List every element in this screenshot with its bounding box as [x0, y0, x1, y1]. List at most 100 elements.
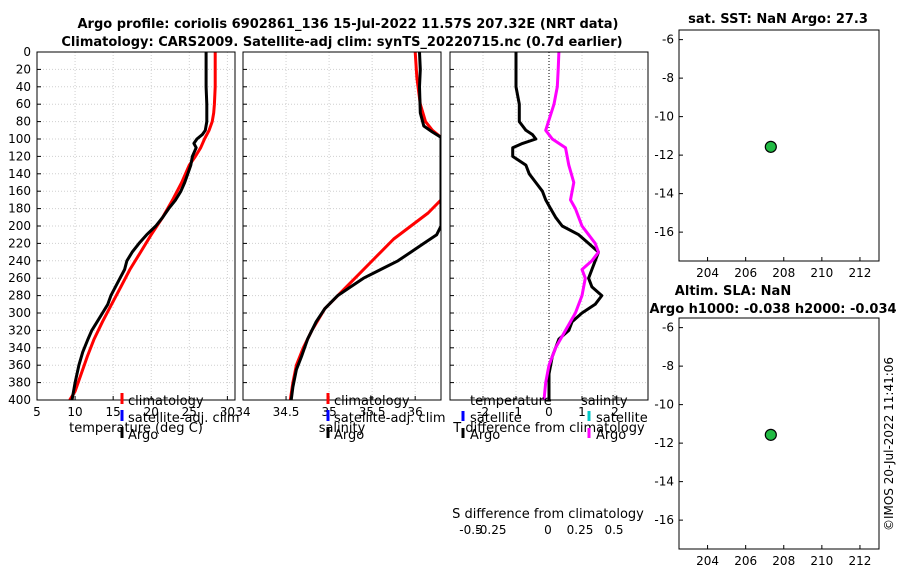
diff-s-tick-label: -0.5	[459, 523, 482, 537]
depth-tick-label: 260	[8, 271, 31, 285]
diff-s-tick-label: 0.5	[604, 523, 623, 537]
sst-xtick-label: 208	[772, 266, 795, 280]
depth-tick-label: 280	[8, 289, 31, 303]
temperature-legend-label: climatology	[128, 394, 204, 409]
depth-tick-label: 40	[16, 80, 31, 94]
sla-title-line2: Argo h1000: -0.038 h2000: -0.034	[649, 302, 896, 317]
depth-tick-label: 80	[16, 115, 31, 129]
sla-ytick-label: -14	[654, 475, 674, 489]
difference-frame	[449, 51, 649, 401]
depth-tick-label: 20	[16, 62, 31, 76]
salinity-xtick-label: 34.5	[273, 405, 300, 419]
temperature-xtick-label: 10	[67, 405, 82, 419]
salinity-series-argo	[289, 52, 441, 400]
depth-tick-label: 160	[8, 184, 31, 198]
difference-xlabel: T difference from climatology	[452, 421, 645, 436]
depth-tick-label: 200	[8, 219, 31, 233]
sst-panel: -6 -8 -10 -12 -14 -16 204 206 208 210 212	[654, 29, 880, 280]
sst-frame	[678, 29, 880, 262]
sla-ytick-label: -8	[662, 359, 674, 373]
temperature-panel: 0 20 40 60 80 100 120 140 160 180 200 220 240 260 280 3…	[8, 45, 236, 436]
difference-xtick-label: 0	[545, 405, 553, 419]
salinity-legend-label: climatology	[334, 394, 410, 409]
temperature-legend-label: satellite-adj. clim	[128, 411, 240, 426]
depth-tick-label: 140	[8, 167, 31, 181]
diff-legend-right-title: salinity	[581, 394, 628, 409]
depth-tick-label: 180	[8, 202, 31, 216]
salinity-frame	[242, 51, 442, 401]
diff-legend-right-label: Argo	[596, 428, 626, 443]
figure-title-line1: Argo profile: coriolis 6902861_136 15-Ju…	[78, 17, 619, 32]
diff-s-tick-label: 0.25	[567, 523, 594, 537]
sla-frame	[678, 317, 880, 550]
sst-ytick-label: -8	[662, 71, 674, 85]
temperature-legend-label: Argo	[128, 428, 158, 443]
diff-s-tick-label: -0.25	[475, 523, 506, 537]
diff-legend-left-label: Argo	[470, 428, 500, 443]
sla-ytick-label: -6	[662, 321, 674, 335]
sst-xtick-label: 206	[734, 266, 757, 280]
figure-title-line2: Climatology: CARS2009. Satellite-adj cli…	[61, 35, 622, 50]
sla-ytick-label: -12	[654, 436, 674, 450]
sst-ytick-label: -10	[654, 110, 674, 124]
sst-xtick-label: 212	[848, 266, 871, 280]
sla-xtick-label: 208	[772, 554, 795, 568]
sst-xtick-label: 204	[696, 266, 719, 280]
depth-tick-label: 0	[23, 45, 31, 59]
sst-ytick-label: -12	[654, 148, 674, 162]
difference-xtick-label: -1	[510, 405, 522, 419]
sla-argo-location-point	[764, 428, 777, 441]
temperature-xtick-label: 15	[106, 405, 121, 419]
sla-ytick-label: -16	[654, 513, 674, 527]
timestamp: ©IMOS 20-Jul-2022 11:41:06	[882, 357, 896, 531]
temperature-frame	[36, 51, 236, 401]
depth-tick-label: 400	[8, 393, 31, 407]
depth-tick-label: 300	[8, 306, 31, 320]
sst-argo-location-point	[764, 140, 777, 153]
depth-tick-label: 360	[8, 358, 31, 372]
depth-tick-label: 320	[8, 323, 31, 337]
diff-legend-right-label: satellite	[596, 411, 648, 426]
depth-tick-label: 60	[16, 97, 31, 111]
temperature-xtick-label: 20	[144, 405, 159, 419]
salinity-xtick-label: 35.5	[359, 405, 386, 419]
sla-title-line1: Altim. SLA: NaN	[675, 284, 791, 299]
sla-ytick-label: -10	[654, 398, 674, 412]
diff-s-tick-label: 0	[544, 523, 552, 537]
diff-legend-left-label: satellite	[470, 411, 522, 426]
depth-tick-label: 120	[8, 149, 31, 163]
salinity-xtick-label: 34	[235, 405, 250, 419]
salinity-legend-label: satellite-adj. clim	[334, 411, 446, 426]
temperature-xtick-label: 5	[33, 405, 41, 419]
depth-tick-label: 340	[8, 341, 31, 355]
salinity-xlabel: salinity	[319, 421, 366, 436]
sla-xtick-label: 206	[734, 554, 757, 568]
sst-ytick-label: -6	[662, 33, 674, 47]
salinity-xtick-label: 36	[408, 405, 423, 419]
temperature-xlabel: temperature (deg C)	[69, 421, 203, 436]
depth-tick-label: 220	[8, 236, 31, 250]
difference-xtick-label: 1	[578, 405, 586, 419]
temperature-xtick-label: 30	[220, 405, 235, 419]
diff-legend-left-title: temperature	[470, 394, 552, 409]
depth-tick-label: 100	[8, 132, 31, 146]
sst-ytick-label: -14	[654, 187, 674, 201]
sst-ytick-label: -16	[654, 225, 674, 239]
diff-sublabel: S difference from climatology	[452, 507, 644, 522]
difference-xtick-label: -2	[477, 405, 489, 419]
difference-panel: -2 -1 0 1 2 T difference from climatology	[449, 51, 649, 436]
difference-series-s-difference-argo-	[542, 52, 600, 400]
sst-title: sat. SST: NaN Argo: 27.3	[688, 12, 868, 27]
depth-tick-label: 240	[8, 254, 31, 268]
sla-xtick-label: 212	[848, 554, 871, 568]
sla-xtick-label: 210	[810, 554, 833, 568]
temperature-series-argo	[70, 52, 209, 400]
difference-xtick-label: 2	[611, 405, 619, 419]
temperature-xtick-label: 25	[182, 405, 197, 419]
difference-series-t-difference-argo-	[511, 52, 604, 400]
sla-xtick-label: 204	[696, 554, 719, 568]
sla-panel: -6 -8 -10 -12 -14 -16 204 206 208 210 212	[654, 317, 880, 568]
depth-tick-label: 380	[8, 376, 31, 390]
